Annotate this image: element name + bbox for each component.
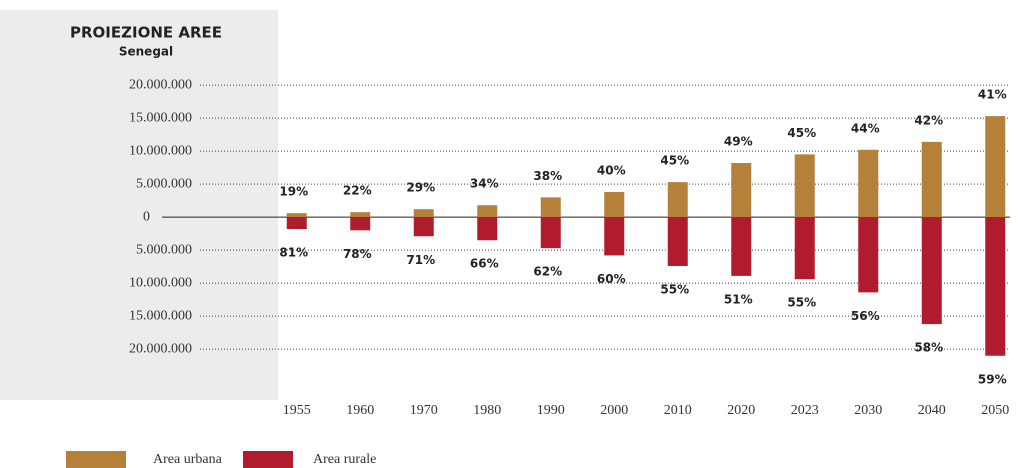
share-label: 55%	[787, 296, 816, 310]
share-label: 66%	[470, 257, 499, 271]
legend-label: Area urbana	[153, 452, 223, 467]
share-label: 62%	[533, 265, 562, 279]
share-label: 40%	[597, 164, 626, 178]
share-label: 56%	[851, 309, 880, 323]
share-label: 42%	[914, 113, 943, 127]
chart-title: PROIEZIONE AREE	[70, 24, 222, 42]
bar	[921, 141, 942, 218]
x-tick-label: 2040	[918, 403, 946, 418]
y-tick-label: 10.000.000	[129, 143, 192, 158]
y-tick-label: 15.000.000	[129, 308, 192, 323]
legend-swatch	[66, 451, 126, 468]
bar	[350, 212, 371, 218]
bar	[794, 154, 815, 218]
share-label: 51%	[724, 292, 753, 306]
x-tick-label: 2020	[727, 403, 755, 418]
y-tick-label: 15.000.000	[129, 110, 192, 125]
share-label: 55%	[660, 282, 689, 296]
share-label: 45%	[787, 126, 816, 140]
bar	[794, 217, 815, 280]
bar	[731, 217, 752, 276]
bar	[858, 217, 879, 293]
share-label: 45%	[660, 154, 689, 168]
bar	[731, 162, 752, 218]
share-label: 60%	[597, 272, 626, 286]
bar	[286, 217, 307, 230]
bar	[413, 209, 434, 218]
legend-swatch	[243, 451, 293, 468]
x-tick-label: 1970	[410, 403, 438, 418]
y-tick-label: 10.000.000	[129, 275, 192, 290]
y-tick-label: 0	[143, 209, 150, 224]
y-tick-label: 20.000.000	[129, 77, 192, 92]
y-tick-label: 5.000.000	[136, 176, 192, 191]
share-label: 81%	[279, 246, 308, 260]
x-tick-label: 2000	[600, 403, 628, 418]
share-label: 34%	[470, 177, 499, 191]
bar	[350, 217, 371, 231]
share-label: 78%	[343, 247, 372, 261]
bar	[667, 182, 688, 218]
y-tick-label: 20.000.000	[129, 341, 192, 356]
bar	[540, 197, 561, 218]
bar	[540, 217, 561, 249]
bar	[604, 192, 625, 218]
bar	[667, 217, 688, 266]
x-tick-label: 1980	[473, 403, 501, 418]
share-label: 19%	[279, 185, 308, 199]
share-label: 22%	[343, 184, 372, 198]
bar	[985, 217, 1006, 356]
panel	[0, 10, 278, 400]
bar	[985, 116, 1006, 218]
x-tick-label: 1960	[346, 403, 374, 418]
bar	[413, 217, 434, 237]
share-label: 44%	[851, 121, 880, 135]
x-tick-label: 2010	[664, 403, 692, 418]
y-tick-label: 5.000.000	[136, 242, 192, 257]
share-label: 29%	[406, 181, 435, 195]
share-label: 41%	[978, 88, 1007, 102]
share-label: 59%	[978, 372, 1007, 386]
bar	[477, 217, 498, 241]
legend-label: Area rurale	[313, 452, 376, 467]
chart-subtitle: Senegal	[119, 45, 173, 59]
x-tick-label: 1955	[283, 403, 311, 418]
bar	[604, 217, 625, 256]
bar	[921, 217, 942, 325]
bar	[858, 149, 879, 218]
share-label: 71%	[406, 253, 435, 267]
share-label: 58%	[914, 341, 943, 355]
x-tick-label: 2050	[981, 403, 1009, 418]
share-label: 49%	[724, 134, 753, 148]
bar	[286, 213, 307, 218]
x-tick-label: 2030	[854, 403, 882, 418]
share-label: 38%	[533, 169, 562, 183]
bar	[477, 205, 498, 218]
x-tick-label: 2023	[791, 403, 819, 418]
x-tick-label: 1990	[537, 403, 565, 418]
